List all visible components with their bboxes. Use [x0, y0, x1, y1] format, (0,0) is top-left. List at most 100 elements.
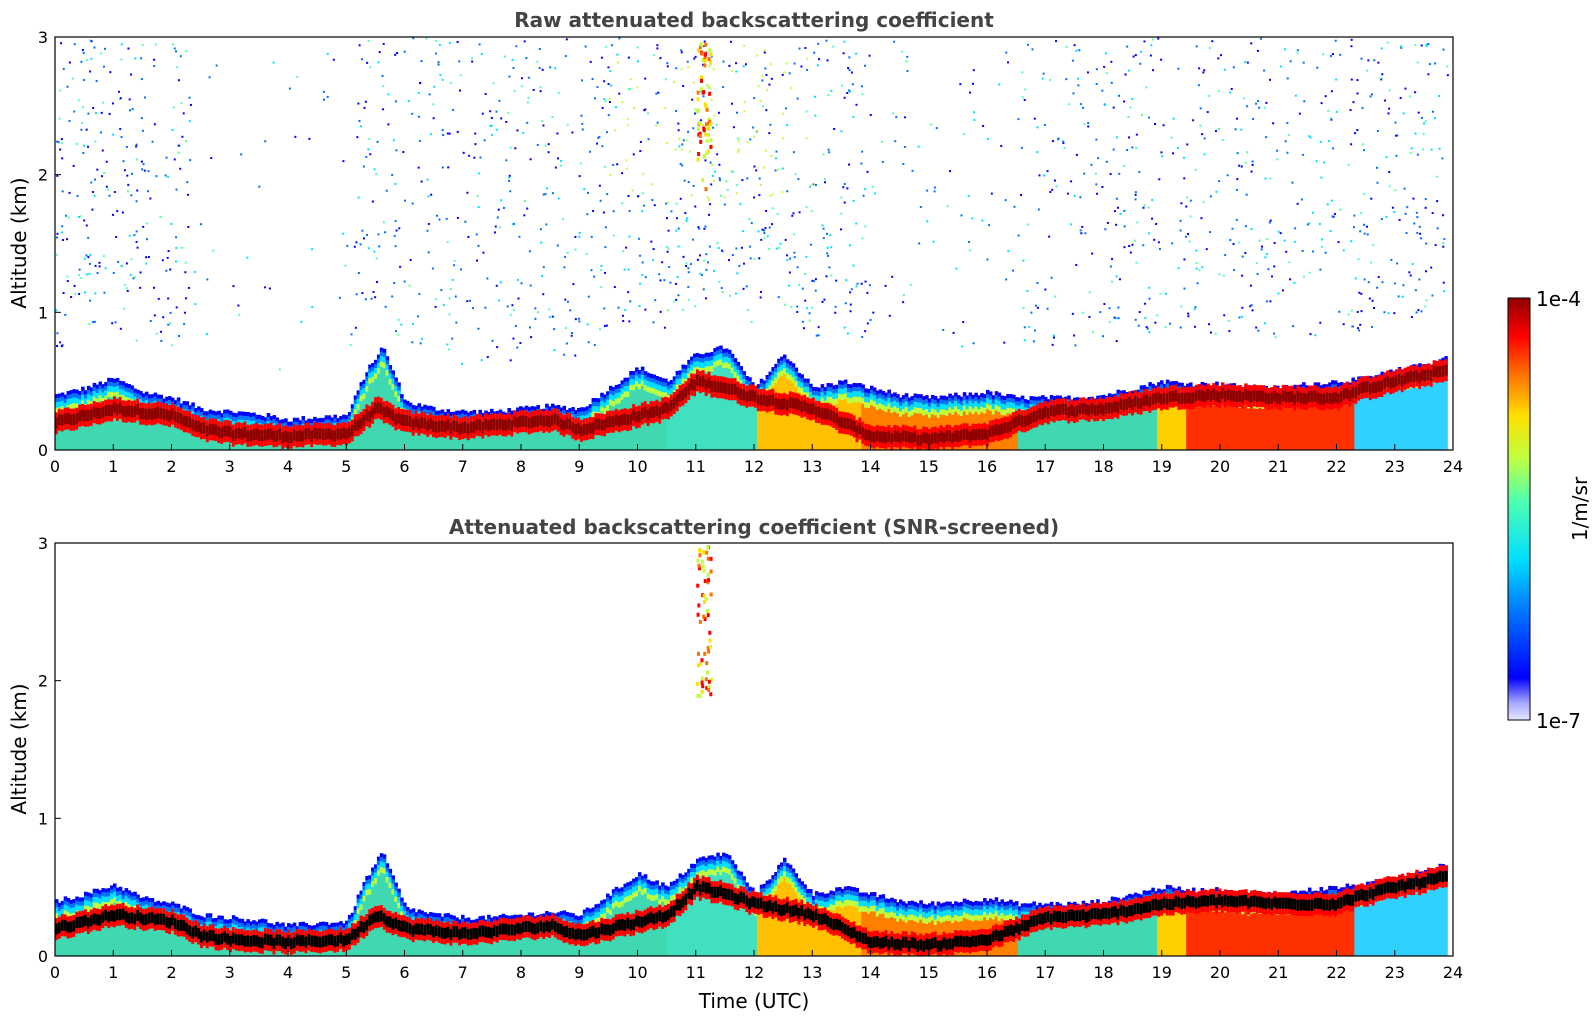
noise-pixel	[1372, 244, 1375, 247]
layer-core	[321, 429, 326, 441]
noise-pixel	[508, 179, 511, 182]
noise-pixel	[570, 334, 573, 337]
layer-edge-band	[66, 391, 71, 396]
layer-edge-band	[1032, 396, 1036, 401]
layer-core	[368, 411, 372, 423]
noise-pixel	[757, 230, 760, 233]
backscatter-column	[1133, 390, 1138, 450]
noise-pixel	[139, 286, 142, 289]
noise-pixel	[735, 247, 738, 250]
noise-pixel	[382, 221, 385, 224]
layer-edge-band	[553, 405, 558, 410]
layer-core	[492, 418, 497, 430]
noise-pixel	[603, 165, 606, 168]
layer-edge-band	[945, 410, 949, 416]
noise-pixel	[1410, 316, 1413, 319]
layer-edge-band	[371, 371, 375, 377]
noise-pixel	[1117, 306, 1120, 309]
layer-core	[556, 415, 561, 427]
noise-pixel	[711, 145, 714, 148]
noise-pixel	[849, 90, 852, 93]
noise-pixel	[59, 341, 62, 344]
noise-pixel	[104, 267, 107, 270]
noise-pixel	[1146, 327, 1149, 330]
layer-core	[1220, 387, 1225, 399]
layer-edge-band	[887, 389, 891, 394]
noise-pixel	[827, 148, 830, 151]
layer-edge-band	[733, 371, 738, 378]
layer-edge-band	[1139, 385, 1144, 390]
noise-pixel	[617, 306, 620, 309]
noise-pixel	[710, 183, 713, 186]
layer-edge-band	[385, 356, 390, 361]
noise-pixel	[855, 103, 858, 106]
backscatter-column	[1360, 376, 1364, 450]
noise-pixel	[852, 115, 855, 118]
noise-pixel	[1236, 178, 1239, 181]
layer-edge-band	[1305, 385, 1309, 390]
layer-edge-band	[608, 394, 613, 400]
layer-core	[785, 399, 790, 411]
backscatter-column	[1313, 382, 1318, 450]
noise-pixel	[85, 224, 88, 227]
layer-edge-band	[345, 419, 349, 424]
layer-edge-band	[719, 359, 723, 365]
layer-edge-band	[991, 399, 996, 404]
layer-edge-band	[362, 388, 366, 394]
noise-pixel	[378, 245, 381, 248]
noise-pixel	[909, 283, 912, 286]
backscatter-column	[872, 387, 877, 450]
noise-pixel	[826, 252, 829, 255]
layer-edge-band	[568, 408, 572, 413]
layer-edge-band	[113, 392, 117, 399]
noise-pixel	[911, 169, 914, 172]
layer-edge-band	[371, 367, 375, 372]
backscatter-column	[1174, 381, 1179, 450]
layer-core	[684, 386, 688, 398]
layer-core	[666, 402, 671, 414]
layer-edge-band	[948, 401, 952, 408]
layer-edge-band	[687, 368, 691, 374]
layer-core	[930, 432, 935, 444]
noise-pixel	[848, 69, 851, 72]
noise-pixel	[1126, 45, 1129, 48]
noise-pixel	[1032, 340, 1035, 343]
noise-pixel	[407, 100, 410, 103]
layer-edge-band	[936, 402, 941, 407]
layer-edge-band	[890, 401, 894, 408]
noise-pixel	[398, 227, 401, 230]
layer-edge-band	[777, 362, 781, 368]
layer-edge-band	[104, 390, 108, 396]
noise-pixel	[1110, 60, 1113, 63]
noise-pixel	[655, 124, 658, 127]
layer-edge-band	[951, 409, 955, 415]
noise-pixel	[615, 106, 618, 109]
layer-edge-band	[910, 404, 915, 410]
noise-pixel	[596, 86, 599, 89]
layer-edge-band	[310, 419, 314, 424]
noise-pixel	[1123, 246, 1126, 249]
layer-edge-band	[727, 363, 732, 370]
noise-pixel	[135, 143, 138, 146]
noise-pixel	[1078, 49, 1081, 52]
noise-pixel	[919, 206, 922, 209]
layer-edge-band	[342, 418, 346, 423]
layer-edge-band	[840, 385, 845, 390]
noise-pixel	[710, 55, 713, 58]
noise-pixel	[382, 42, 385, 45]
noise-pixel	[1117, 317, 1120, 320]
noise-pixel	[1420, 310, 1423, 313]
noise-pixel	[1419, 237, 1422, 240]
layer-edge-band	[870, 389, 874, 395]
noise-pixel	[798, 211, 801, 214]
noise-pixel	[1404, 87, 1407, 90]
noise-pixel	[711, 163, 714, 166]
noise-pixel	[80, 60, 83, 63]
layer-core	[382, 406, 387, 418]
noise-pixel	[1425, 45, 1428, 48]
layer-edge-band	[585, 414, 590, 421]
layer-core	[1348, 390, 1353, 402]
layer-edge-band	[893, 392, 897, 397]
layer-edge-band	[800, 374, 804, 379]
layer-edge-band	[608, 399, 613, 406]
